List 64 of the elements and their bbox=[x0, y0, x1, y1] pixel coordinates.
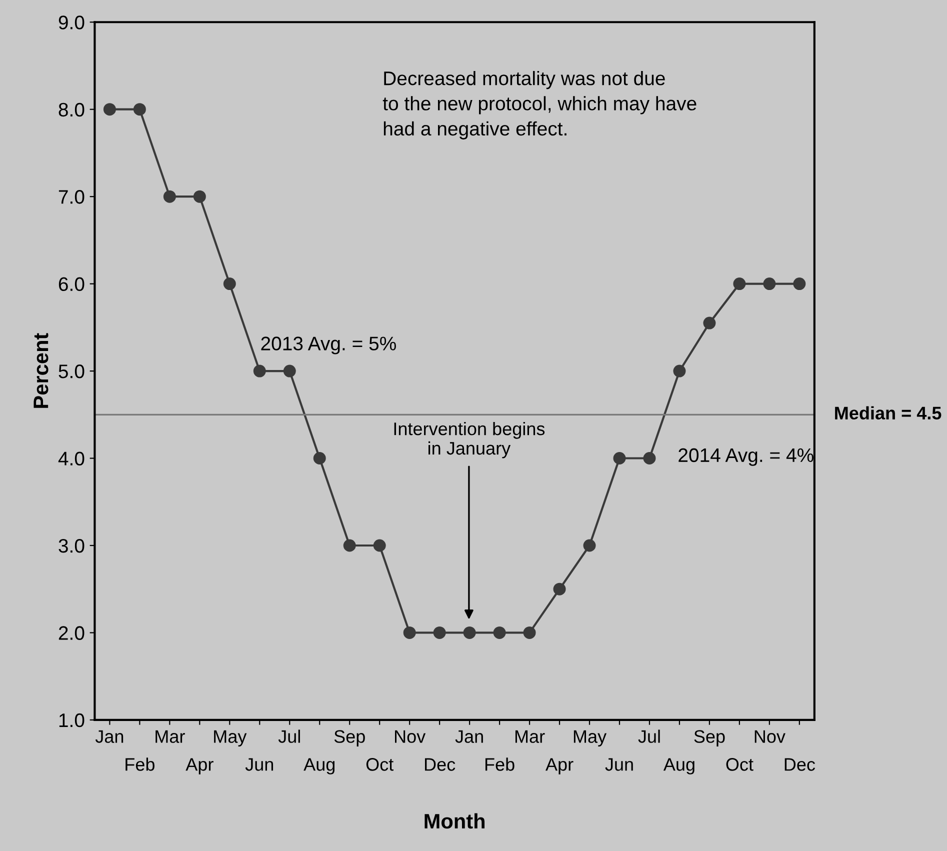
point bbox=[103, 103, 116, 116]
x-tick-label: Dec bbox=[784, 758, 816, 771]
y-tick-label: 8.0 bbox=[58, 102, 84, 117]
x-tick-label: Jan bbox=[455, 730, 483, 743]
point bbox=[223, 278, 236, 290]
point bbox=[463, 626, 476, 639]
x-tick-label: Jul bbox=[278, 730, 300, 743]
point bbox=[373, 539, 386, 552]
y-tick-label: 3.0 bbox=[58, 538, 84, 553]
point bbox=[343, 539, 356, 552]
point bbox=[763, 278, 776, 290]
x-tick-label: Aug bbox=[304, 758, 335, 774]
x-tick-label: Jul bbox=[638, 730, 660, 743]
point bbox=[193, 190, 206, 203]
y-tick-label: 5.0 bbox=[58, 364, 84, 378]
x-tick-label: May bbox=[214, 730, 247, 746]
point bbox=[313, 452, 326, 465]
y-tick-label: 9.0 bbox=[58, 16, 84, 30]
x-tick-label: Mar bbox=[156, 730, 185, 743]
annotation: 2013 Avg. = 5% bbox=[261, 336, 396, 354]
point bbox=[493, 626, 506, 639]
x-tick-label: Oct bbox=[366, 758, 394, 771]
ref-line-label: Median = 4.5 bbox=[835, 406, 942, 420]
y-tick-label: 6.0 bbox=[58, 277, 84, 292]
x-tick-label: Jun bbox=[245, 758, 274, 771]
x-tick-label: Feb bbox=[126, 758, 154, 771]
y-tick-label: 1.0 bbox=[59, 713, 84, 728]
point bbox=[163, 190, 176, 203]
point bbox=[613, 452, 626, 465]
y-tick-label: 7.0 bbox=[58, 190, 84, 204]
x-tick-label: Apr bbox=[186, 758, 214, 774]
x-tick-label: Jun bbox=[605, 758, 633, 771]
point bbox=[523, 626, 536, 639]
point bbox=[643, 452, 656, 465]
x-tick-label: Mar bbox=[515, 730, 545, 743]
x-tick-label: Aug bbox=[663, 758, 694, 774]
point bbox=[583, 539, 596, 552]
annotation: Intervention begins in January bbox=[394, 422, 545, 458]
point bbox=[793, 278, 806, 290]
point bbox=[553, 582, 566, 596]
x-tick-label: Feb bbox=[485, 758, 514, 771]
y-tick-label: 4.0 bbox=[58, 452, 84, 466]
annotation: 2014 Avg. = 4% bbox=[678, 448, 814, 466]
x-tick-label: Apr bbox=[546, 758, 574, 774]
x-tick-label: Sep bbox=[694, 730, 725, 746]
y-tick-label: 2.0 bbox=[58, 626, 84, 640]
x-tick-label: Oct bbox=[726, 758, 754, 771]
point bbox=[703, 316, 716, 330]
x-tick-label: Jan bbox=[95, 730, 124, 743]
point bbox=[283, 364, 296, 378]
y-axis-title: Percent bbox=[34, 333, 48, 408]
point bbox=[433, 626, 446, 639]
point bbox=[733, 278, 746, 290]
point bbox=[403, 626, 416, 639]
x-axis-title: Month bbox=[424, 813, 485, 829]
x-tick-label: Nov bbox=[754, 730, 786, 743]
point bbox=[133, 103, 146, 116]
x-tick-label: Sep bbox=[334, 730, 365, 746]
point bbox=[253, 364, 266, 378]
point bbox=[673, 364, 686, 378]
annotation: Decreased mortality was not due to the new protocol, which may have had a negative effect. bbox=[382, 70, 696, 140]
x-tick-label: Dec bbox=[424, 758, 456, 771]
x-tick-label: Nov bbox=[395, 730, 426, 743]
x-tick-label: May bbox=[574, 730, 607, 746]
